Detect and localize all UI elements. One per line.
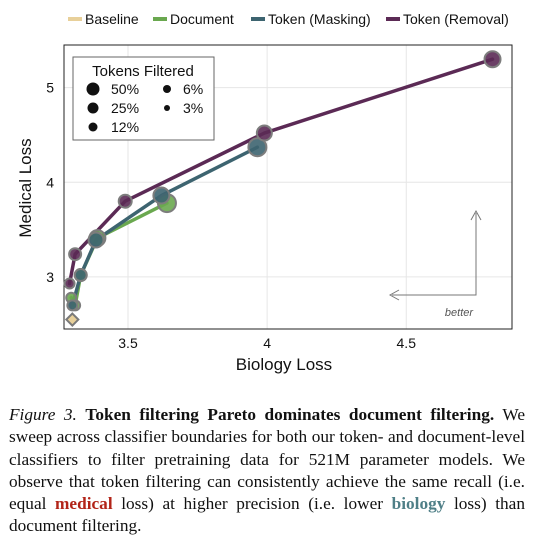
better-direction-annotation: better bbox=[388, 209, 482, 319]
legend-label-token-removal: Token (Removal) bbox=[403, 11, 509, 27]
token-masking-point bbox=[66, 299, 79, 312]
legend-label-token-masking: Token (Masking) bbox=[268, 11, 371, 27]
y-axis-label: Medical Loss bbox=[16, 138, 35, 237]
caption-text-1: We sweep across classifier boundaries fo… bbox=[9, 405, 525, 514]
size-legend-marker-6 bbox=[163, 85, 171, 93]
legend-label-document: Document bbox=[170, 11, 234, 27]
token-removal-point bbox=[117, 193, 133, 209]
figure-title: Token filtering Pareto dominates documen… bbox=[85, 405, 495, 424]
caption-text-2: loss) at higher precision (i.e. lower bbox=[121, 494, 383, 514]
better-label: better bbox=[445, 307, 474, 319]
size-legend-marker-25 bbox=[87, 102, 99, 114]
y-tick-label: 4 bbox=[46, 174, 54, 190]
figure-caption: Figure 3. Token filtering Pareto dominat… bbox=[9, 404, 525, 538]
document-line bbox=[69, 201, 169, 308]
figure-number: Figure 3. bbox=[9, 405, 77, 424]
caption-text-3: loss) than document filtering. bbox=[9, 494, 525, 536]
token-masking-point bbox=[152, 186, 171, 205]
size-legend-label-50: 50% bbox=[111, 81, 139, 97]
size-legend-marker-3 bbox=[164, 105, 170, 111]
plot-frame bbox=[63, 44, 513, 330]
x-tick-label: 3.5 bbox=[118, 335, 138, 351]
caption-medical-highlight: medical bbox=[55, 494, 113, 514]
x-axis-label: Biology Loss bbox=[236, 355, 332, 374]
size-legend-label-6: 6% bbox=[183, 81, 203, 97]
better-arrow-path bbox=[392, 213, 477, 296]
size-legend-title: Tokens Filtered bbox=[92, 63, 194, 80]
token-removal-point bbox=[63, 277, 76, 290]
x-tick-label: 4 bbox=[263, 335, 271, 351]
better-arrow-head-up bbox=[470, 209, 482, 221]
size-legend: Tokens Filtered 50% 25% 12% 6% 3% bbox=[72, 56, 215, 141]
token-removal-point bbox=[68, 247, 83, 262]
size-legend-marker-12 bbox=[88, 122, 98, 132]
better-arrow-head-left bbox=[388, 289, 400, 301]
size-legend-box bbox=[72, 56, 215, 141]
x-tick-label: 4.5 bbox=[397, 335, 417, 351]
axis-ticks: 3.5 4 4.5 3 4 5 bbox=[46, 80, 416, 351]
token-removal-point bbox=[483, 50, 502, 69]
y-tick-label: 3 bbox=[46, 269, 54, 285]
token-masking-point bbox=[87, 231, 105, 249]
baseline-point bbox=[64, 312, 80, 327]
y-tick-label: 5 bbox=[46, 80, 54, 96]
series-points bbox=[63, 50, 502, 327]
size-legend-label-12: 12% bbox=[111, 119, 139, 135]
size-legend-marker-50 bbox=[86, 82, 100, 96]
caption-biology-highlight: biology bbox=[391, 494, 446, 514]
size-legend-label-3: 3% bbox=[183, 100, 203, 116]
series-legend: Baseline Document Token (Masking) Token … bbox=[68, 11, 509, 27]
token-masking-point bbox=[73, 268, 88, 283]
legend-label-baseline: Baseline bbox=[85, 11, 139, 27]
pareto-chart: 3.5 4 4.5 3 4 5 Biology Loss Medical Loss Bas… bbox=[16, 11, 513, 374]
token-masking-point bbox=[247, 137, 268, 158]
token-removal-point bbox=[255, 124, 273, 142]
size-legend-label-25: 25% bbox=[111, 100, 139, 116]
